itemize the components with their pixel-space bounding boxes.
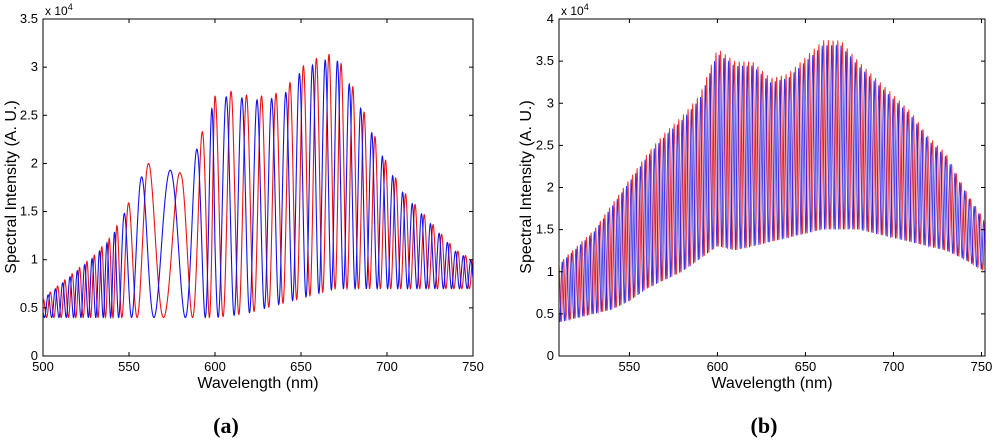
y-tick-label-b: 4 — [547, 11, 554, 26]
x-tick-label-a: 550 — [118, 359, 140, 374]
y-multiplier-b: x 104 — [561, 2, 589, 18]
y-tick-label-a: 1 — [31, 252, 38, 267]
y-axis-label-b: Spectral Intensity (A. U.) — [518, 100, 535, 273]
y-tick-label-a: 0.5 — [20, 300, 38, 315]
panel-label-b: (b) — [751, 413, 778, 438]
series-line-blue-b — [559, 44, 985, 323]
y-tick-label-b: 2 — [547, 180, 554, 195]
x-axis-label-a: Wavelength (nm) — [197, 375, 318, 392]
y-tick-label-b: 3.5 — [536, 53, 554, 68]
y-tick-label-a: 1.5 — [20, 204, 38, 219]
x-tick-label-b: 550 — [619, 359, 641, 374]
y-tick-label-b: 3 — [547, 95, 554, 110]
y-tick-label-b: 0.5 — [536, 306, 554, 321]
panel-a: 500 550 600 650 700 750 0 0.5 1 1.5 2 2.5 3 3.5 x 104… — [3, 2, 484, 438]
series-line-blue-a — [43, 59, 473, 320]
y-tick-label-a: 3.5 — [20, 11, 38, 26]
panel-b: 550 600 650 700 750 0 0.5 1 1.5 2 2.5 3 3.5 4 x 104 W… — [518, 2, 992, 438]
x-tick-label-b: 600 — [707, 359, 729, 374]
x-tick-label-a: 600 — [204, 359, 226, 374]
x-tick-label-a: 700 — [376, 359, 398, 374]
x-tick-label-b: 750 — [971, 359, 993, 374]
x-tick-label-b: 650 — [795, 359, 817, 374]
series-line-red-a — [43, 54, 473, 320]
x-axis-label-b: Wavelength (nm) — [711, 375, 832, 392]
series-line-red-b — [559, 40, 985, 322]
x-tick-label-a: 500 — [32, 359, 54, 374]
ticks-a: 500 550 600 650 700 750 0 0.5 1 1.5 2 2.5 3 3.5 — [20, 11, 484, 374]
ticks-b: 550 600 650 700 750 0 0.5 1 1.5 2 2.5 3 3.5 4 — [536, 11, 992, 374]
y-tick-label-b: 1.5 — [536, 222, 554, 237]
y-multiplier-a: x 104 — [45, 2, 73, 18]
y-tick-label-a: 2.5 — [20, 107, 38, 122]
x-tick-label-a: 650 — [290, 359, 312, 374]
x-tick-label-a: 750 — [462, 359, 484, 374]
y-tick-label-a: 0 — [31, 348, 38, 363]
y-axis-label-a: Spectral Intensity (A. U.) — [3, 100, 20, 273]
y-tick-label-a: 2 — [31, 155, 38, 170]
plot-area-a — [43, 54, 473, 320]
y-tick-label-a: 3 — [31, 59, 38, 74]
y-tick-label-b: 2.5 — [536, 137, 554, 152]
x-tick-label-b: 700 — [883, 359, 905, 374]
y-tick-label-b: 1 — [547, 264, 554, 279]
plot-area-b — [559, 40, 985, 323]
y-tick-label-b: 0 — [547, 348, 554, 363]
panel-label-a: (a) — [213, 413, 239, 438]
